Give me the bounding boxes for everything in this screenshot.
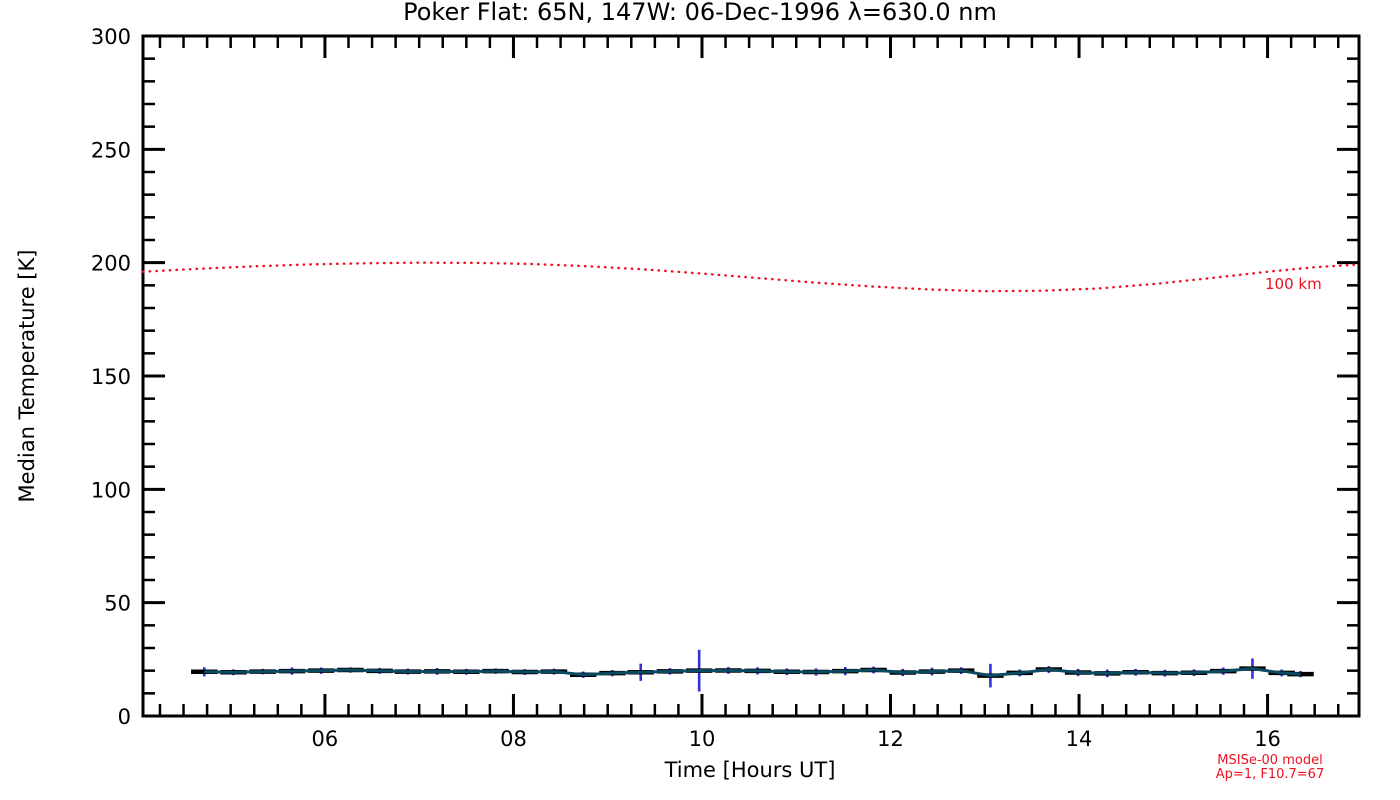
page-title: Poker Flat: 65N, 147W: 06-Dec-1996 λ=630… (403, 0, 997, 26)
y-tick-label: 50 (104, 592, 131, 616)
median-temperature-curve (204, 667, 1301, 678)
x-tick-label: 14 (1066, 727, 1093, 751)
y-tick-label: 150 (91, 365, 131, 389)
x-tick-label: 12 (877, 727, 904, 751)
x-tick-label: 06 (312, 727, 339, 751)
x-axis-ticks: 06 08 10 12 14 16 (158, 36, 1340, 751)
x-tick-label: 16 (1254, 727, 1281, 751)
y-tick-label: 100 (91, 478, 131, 502)
y-tick-label: 200 (91, 252, 131, 276)
y-tick-label: 250 (91, 138, 131, 162)
y-axis-ticks: 0 50 100 150 200 250 300 (91, 25, 1359, 729)
msis-model-curve (141, 261, 1361, 293)
model-name-annotation: MSISe-00 model (1217, 753, 1322, 768)
axis-frame (141, 34, 1361, 718)
x-tick-label: 08 (500, 727, 527, 751)
model-params-annotation: Ap=1, F10.7=67 (1216, 767, 1324, 782)
altitude-annotation: 100 km (1265, 275, 1322, 293)
y-tick-label: 0 (118, 705, 131, 729)
y-tick-label: 300 (91, 25, 131, 49)
x-tick-label: 10 (689, 727, 716, 751)
y-axis-label: Median Temperature [K] (15, 250, 39, 503)
x-axis-label: Time [Hours UT] (664, 758, 836, 782)
